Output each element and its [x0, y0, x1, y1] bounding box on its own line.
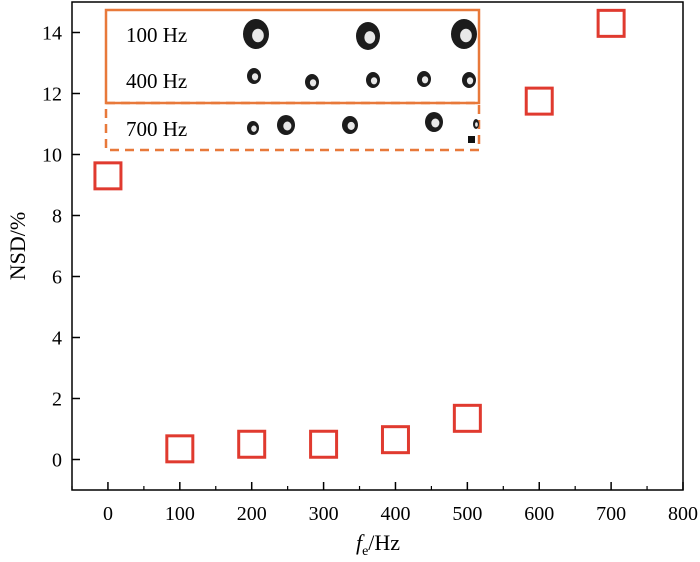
droplet-highlight — [421, 76, 429, 84]
data-point-marker — [93, 161, 123, 191]
droplet-speck — [468, 136, 475, 143]
droplet-highlight — [466, 77, 474, 85]
inset-label-700hz: 700 Hz — [126, 117, 187, 141]
data-point-marker — [524, 86, 554, 116]
droplet-highlight — [364, 31, 376, 44]
inset-label-100hz: 100 Hz — [126, 23, 187, 47]
data-point-marker — [165, 434, 195, 464]
inset-dashed-border — [104, 101, 481, 152]
inset-label-400hz: 400 Hz — [126, 69, 187, 93]
x-axis-label-sub: e — [362, 544, 368, 559]
droplet-highlight — [309, 79, 317, 87]
droplet-highlight — [475, 122, 478, 127]
droplet-images — [243, 19, 479, 143]
y-tick-label: 12 — [42, 84, 62, 106]
droplet-highlight — [283, 121, 292, 131]
droplet-highlight — [370, 77, 378, 85]
y-tick-label: 2 — [52, 389, 62, 411]
x-axis-ticks: 0 100 200 300 400 500 600 700 800 — [71, 482, 698, 525]
y-axis-ticks: 0 2 4 6 8 10 12 14 — [42, 23, 80, 472]
x-tick-label: 200 — [237, 503, 267, 525]
x-axis-label: fe/Hz — [356, 530, 400, 559]
data-point-marker — [380, 425, 410, 455]
droplet-highlight — [431, 118, 440, 128]
y-tick-label: 14 — [42, 23, 62, 45]
x-axis-label-main: f — [356, 530, 365, 555]
y-tick-label: 4 — [52, 328, 62, 350]
y-tick-label: 6 — [52, 267, 62, 289]
data-point-marker — [237, 429, 267, 459]
x-tick-label: 400 — [380, 503, 410, 525]
x-tick-label: 700 — [596, 503, 626, 525]
droplet-highlight — [251, 125, 257, 132]
droplet-highlight — [252, 28, 264, 43]
x-tick-label: 0 — [103, 503, 113, 525]
y-axis-label: NSD/% — [5, 212, 30, 280]
x-tick-label: 500 — [452, 503, 482, 525]
x-tick-label: 100 — [165, 503, 195, 525]
data-point-marker — [309, 429, 339, 459]
droplet-highlight — [460, 28, 472, 43]
droplet-inset: 100 Hz 400 Hz 700 Hz — [104, 8, 481, 152]
data-points — [93, 8, 626, 464]
x-tick-label: 800 — [668, 503, 698, 525]
data-point-marker — [596, 8, 626, 38]
droplet-highlight — [347, 121, 355, 130]
droplet-highlight — [251, 73, 259, 81]
x-axis-label-unit: /Hz — [368, 530, 400, 555]
x-tick-label: 300 — [309, 503, 339, 525]
y-tick-label: 10 — [42, 145, 62, 167]
data-point-marker — [452, 403, 482, 433]
y-tick-label: 8 — [52, 206, 62, 228]
plot-frame — [71, 1, 684, 491]
y-tick-label: 0 — [52, 450, 62, 472]
x-tick-label: 600 — [524, 503, 554, 525]
